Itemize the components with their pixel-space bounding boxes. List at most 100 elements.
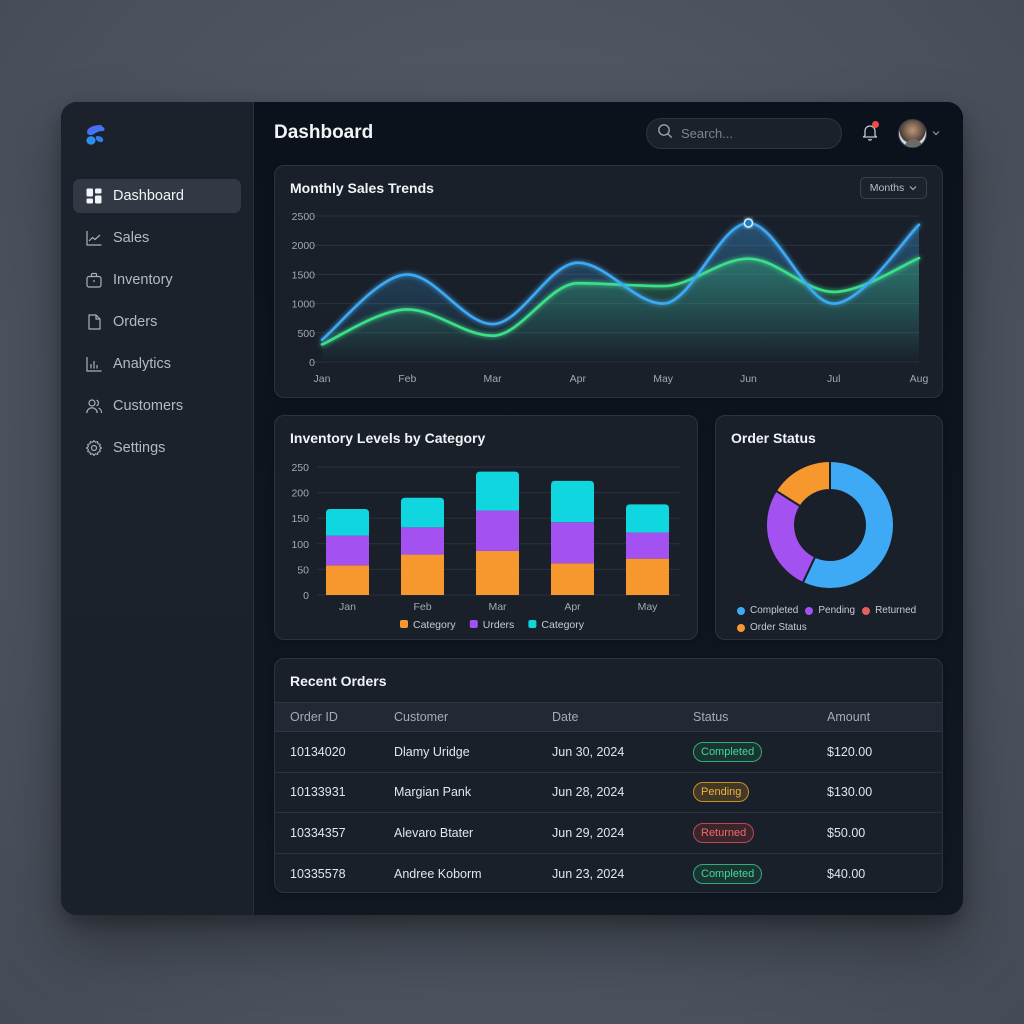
sidebar-item-customers[interactable]: Customers bbox=[73, 389, 241, 423]
document-icon bbox=[85, 313, 103, 331]
sales-line-chart: 0 500 1000 1500 2000 2500 Jan Feb Mar Apr May Jun Ju… bbox=[292, 211, 929, 385]
legend-label: Returned bbox=[875, 605, 917, 616]
customer-cell: Andree Koborm bbox=[394, 866, 482, 881]
inventory-card: 0 50 100 150 200 250 Jan Feb Mar Apr May Category Ur… bbox=[274, 415, 698, 640]
user-avatar[interactable] bbox=[898, 119, 927, 148]
sidebar-item-settings[interactable]: Settings bbox=[73, 431, 241, 465]
column-header-customer[interactable]: Customer bbox=[394, 702, 552, 732]
legend-item[interactable]: Returned bbox=[862, 603, 916, 619]
svg-text:200: 200 bbox=[291, 488, 309, 500]
svg-text:Feb: Feb bbox=[413, 601, 431, 613]
svg-text:250: 250 bbox=[291, 462, 309, 474]
svg-text:0: 0 bbox=[303, 590, 309, 602]
date-cell: Jun 23, 2024 bbox=[552, 866, 625, 881]
briefcase-icon bbox=[85, 271, 103, 289]
top-bar: Dashboard bbox=[254, 102, 963, 166]
svg-text:1500: 1500 bbox=[292, 269, 316, 281]
svg-text:Aug: Aug bbox=[910, 373, 929, 385]
legend-label: Order Status bbox=[750, 622, 807, 634]
sidebar: Dashboard Sales Inventory Orders Analytics Cu… bbox=[61, 102, 254, 915]
legend-swatch-icon bbox=[862, 606, 871, 615]
main-content: Dashboard 05001000150020002500JanFebMarA… bbox=[254, 102, 963, 915]
users-icon bbox=[85, 397, 103, 415]
dashboard-grid-icon bbox=[85, 187, 103, 205]
page-title: Dashboard bbox=[274, 122, 374, 143]
legend-swatch-icon bbox=[737, 606, 745, 615]
legend-label: Completed bbox=[750, 605, 799, 616]
svg-text:Jul: Jul bbox=[827, 373, 840, 385]
svg-text:Mar: Mar bbox=[484, 373, 503, 385]
order-id-cell: 10133931 bbox=[275, 772, 394, 813]
column-header-date[interactable]: Date bbox=[552, 702, 693, 732]
svg-text:Jan: Jan bbox=[314, 373, 331, 385]
legend-label: Pending bbox=[818, 605, 856, 616]
svg-text:100: 100 bbox=[291, 539, 309, 551]
svg-text:50: 50 bbox=[297, 564, 309, 576]
table-row[interactable]: 10335578 Andree Koborm Jun 23, 2024 Comp… bbox=[275, 853, 942, 892]
order-id-cell: 10335578 bbox=[290, 866, 346, 881]
column-header-status[interactable]: Status bbox=[693, 702, 827, 732]
svg-text:May: May bbox=[653, 373, 674, 385]
customer-cell: Margian Pank bbox=[394, 772, 552, 813]
sidebar-item-label: Analytics bbox=[113, 356, 172, 372]
table-row[interactable]: 10334357 Alevaro Btater Jun 29, 2024 Ret… bbox=[275, 812, 942, 854]
status-badge: Completed bbox=[693, 741, 763, 762]
dropdown-value: Months bbox=[869, 182, 905, 194]
table-header-row: Order ID Customer Date Status Amount bbox=[275, 702, 942, 732]
search-icon bbox=[657, 123, 681, 144]
bar-chart-icon bbox=[85, 355, 103, 373]
recent-orders-card: Recent Orders Order ID Customer Date Sta… bbox=[274, 658, 943, 893]
sidebar-item-analytics[interactable]: Analytics bbox=[73, 347, 241, 381]
app-window: Dashboard Sales Inventory Orders Analytics Cu… bbox=[61, 102, 963, 915]
svg-text:Category: Category bbox=[541, 619, 584, 631]
sidebar-item-dashboard[interactable]: Dashboard bbox=[73, 179, 241, 213]
column-header-amount[interactable]: Amount bbox=[827, 702, 942, 732]
svg-text:Urders: Urders bbox=[483, 619, 515, 631]
legend-item[interactable]: Order Status bbox=[737, 620, 807, 636]
amount-cell: $120.00 bbox=[827, 731, 942, 773]
chevron-down-icon[interactable] bbox=[931, 129, 941, 137]
customer-cell: Dlamy Uridge bbox=[394, 731, 552, 773]
line-chart-icon bbox=[85, 229, 103, 247]
date-cell: Jun 29, 2024 bbox=[552, 812, 693, 854]
sidebar-item-label: Customers bbox=[113, 398, 184, 414]
order-id-cell: 10334357 bbox=[275, 812, 394, 854]
brand-logo[interactable] bbox=[83, 122, 109, 148]
chevron-down-icon bbox=[909, 186, 917, 191]
date-cell: Jun 28, 2024 bbox=[552, 772, 693, 813]
table-row[interactable]: 10134020 Dlamy Uridge Jun 30, 2024 Compl… bbox=[275, 731, 942, 773]
legend-item[interactable]: Completed bbox=[737, 603, 798, 619]
amount-cell: $40.00 bbox=[827, 866, 866, 881]
sales-trends-card: 0 500 1000 1500 2000 2500 Jan Feb Mar Apr May Jun Ju… bbox=[274, 165, 943, 398]
status-cell: Returned bbox=[693, 812, 827, 854]
svg-text:Mar: Mar bbox=[488, 601, 507, 613]
svg-text:Apr: Apr bbox=[570, 373, 587, 385]
sidebar-item-inventory[interactable]: Inventory bbox=[73, 263, 241, 297]
status-cell: Completed bbox=[693, 731, 827, 773]
sidebar-item-label: Sales bbox=[113, 230, 150, 246]
orders-table: Order ID Customer Date Status Amount 101… bbox=[275, 702, 942, 892]
column-header-order-id[interactable]: Order ID bbox=[275, 702, 394, 732]
svg-text:Jun: Jun bbox=[740, 373, 757, 385]
svg-text:2000: 2000 bbox=[292, 240, 316, 252]
svg-text:Category: Category bbox=[413, 619, 456, 631]
card-title: Inventory Levels by Category bbox=[290, 430, 486, 446]
sidebar-item-label: Orders bbox=[113, 314, 158, 330]
search-box[interactable] bbox=[646, 118, 842, 149]
card-title: Order Status bbox=[731, 430, 816, 446]
notifications-button[interactable] bbox=[860, 121, 880, 142]
svg-text:1000: 1000 bbox=[292, 299, 316, 311]
legend-item[interactable]: Pending bbox=[805, 603, 855, 619]
status-cell: Completed bbox=[693, 853, 827, 892]
months-dropdown[interactable]: Months bbox=[860, 177, 927, 199]
sidebar-item-label: Settings bbox=[113, 440, 166, 456]
sidebar-item-orders[interactable]: Orders bbox=[73, 305, 241, 339]
svg-text:Feb: Feb bbox=[398, 373, 416, 385]
search-input[interactable] bbox=[681, 126, 831, 141]
table-row[interactable]: 10133931 Margian Pank Jun 28, 2024 Pendi… bbox=[275, 772, 942, 813]
sidebar-item-sales[interactable]: Sales bbox=[73, 221, 241, 255]
sidebar-item-label: Inventory bbox=[113, 272, 173, 288]
card-title: Recent Orders bbox=[290, 673, 387, 689]
order-id-cell: 10134020 bbox=[275, 731, 394, 773]
status-badge: Pending bbox=[693, 782, 750, 803]
